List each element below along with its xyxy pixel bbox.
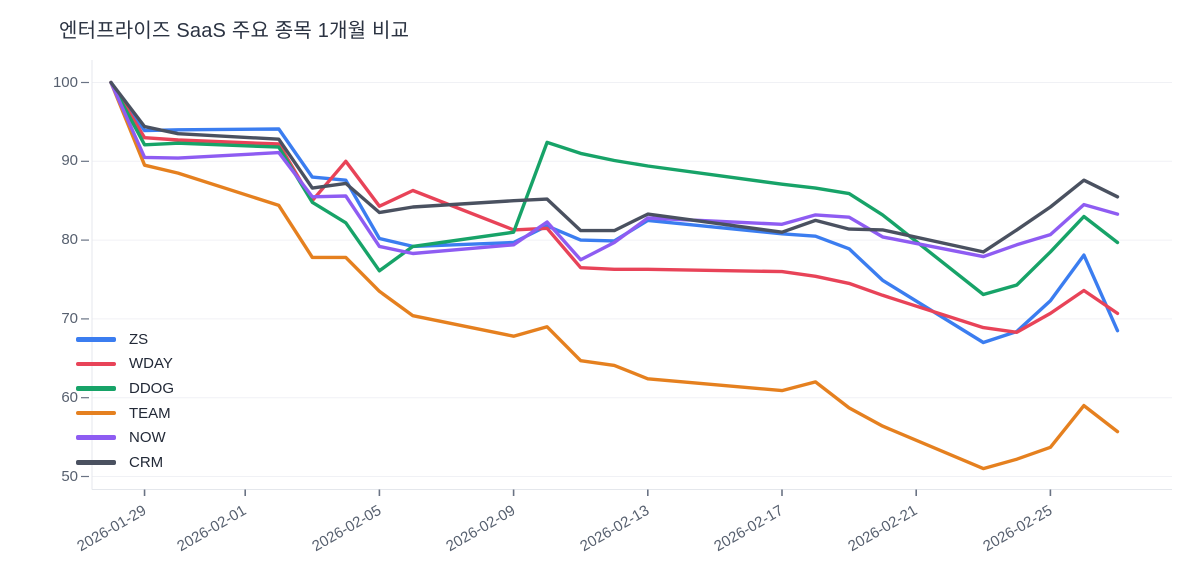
legend-item-ddog[interactable]: DDOG <box>76 376 174 401</box>
legend-item-zs[interactable]: ZS <box>76 327 174 352</box>
legend-label: CRM <box>129 453 164 471</box>
chart-title: 엔터프라이즈 SaaS 주요 종목 1개월 비교 <box>59 20 410 42</box>
series-line-team[interactable] <box>109 80 1120 471</box>
legend-line-icon <box>76 337 116 342</box>
series-line-zs[interactable] <box>109 80 1120 345</box>
legend-item-wday[interactable]: WDAY <box>76 352 174 377</box>
legend-line-icon <box>76 386 116 391</box>
y-tick-label: 80 <box>61 231 78 249</box>
legend-item-now[interactable]: NOW <box>76 425 174 450</box>
legend-line-icon <box>76 410 116 416</box>
series-line-ddog[interactable] <box>109 80 1120 297</box>
series-line-wday[interactable] <box>109 80 1120 334</box>
legend-label: NOW <box>129 429 166 447</box>
y-tick-label: 90 <box>61 152 78 170</box>
series-line-now[interactable] <box>109 80 1120 262</box>
legend-label: DDOG <box>129 379 174 397</box>
series-line-crm[interactable] <box>109 80 1120 254</box>
legend-label: ZS <box>129 330 149 348</box>
y-tick-label: 70 <box>61 309 78 327</box>
legend-item-crm[interactable]: CRM <box>76 450 174 475</box>
legend-item-team[interactable]: TEAM <box>76 401 174 426</box>
legend-line-icon <box>76 460 116 465</box>
legend-label: TEAM <box>129 404 171 422</box>
y-tick-label: 60 <box>61 388 78 406</box>
y-tick-label: 100 <box>52 73 78 91</box>
legend: ZS WDAY DDOG TEAM NOW CRM <box>76 327 174 475</box>
legend-label: WDAY <box>129 355 173 373</box>
legend-line-icon <box>76 435 116 440</box>
y-tick-label: 50 <box>61 467 78 485</box>
legend-line-icon <box>76 361 116 367</box>
